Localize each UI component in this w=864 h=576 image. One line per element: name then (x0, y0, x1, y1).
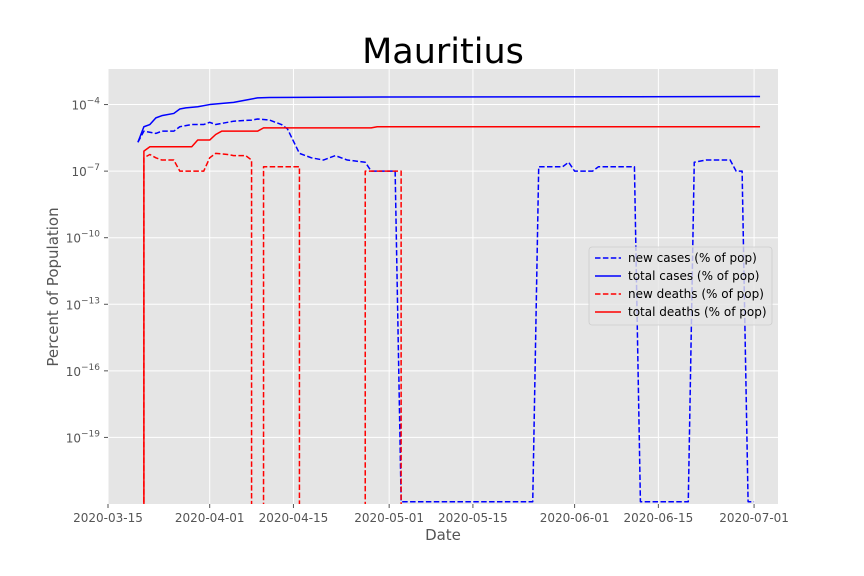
y-tick-base: 10 (71, 99, 86, 113)
x-tick-label: 2020-06-01 (540, 511, 610, 525)
series-line-total-deaths-of-pop (143, 125, 761, 504)
y-tick-base: 10 (66, 232, 81, 246)
series-line-new-deaths-of-pop (143, 152, 402, 504)
y-tick-power: −7 (87, 163, 100, 173)
y-tick-label: 10−13 (66, 296, 100, 312)
legend-label: total cases (% of pop) (628, 269, 759, 283)
y-tick-label: 10−19 (66, 429, 101, 445)
y-tick-power: −10 (81, 230, 100, 240)
series-line-new-cases-of-pop (137, 118, 755, 503)
y-tick-power: −13 (81, 296, 100, 306)
y-tick-power: −19 (81, 429, 100, 439)
legend: new cases (% of pop) total cases (% of po… (588, 246, 773, 326)
x-tick-label: 2020-04-01 (175, 511, 245, 525)
y-tick-base: 10 (71, 165, 86, 179)
y-tick-label: 10−4 (71, 97, 100, 113)
x-axis-title: Date (425, 526, 461, 544)
x-tick-label: 2020-03-15 (73, 511, 143, 525)
legend-label: new deaths (% of pop) (628, 287, 764, 301)
y-tick-label: 10−16 (66, 363, 101, 379)
x-tick-label: 2020-05-15 (438, 511, 508, 525)
y-tick-power: −4 (87, 97, 101, 107)
x-tick-label: 2020-04-15 (259, 511, 329, 525)
y-tick-base: 10 (66, 365, 81, 379)
x-tick-label: 2020-06-15 (623, 511, 693, 525)
y-tick-label: 10−7 (71, 163, 100, 179)
chart-title: Mauritius (362, 32, 524, 72)
series-layer (137, 95, 761, 504)
y-tick-label: 10−10 (66, 230, 101, 246)
legend-box (588, 246, 773, 326)
legend-label: new cases (% of pop) (628, 251, 757, 265)
y-axis-title: Percent of Population (44, 207, 62, 366)
x-tick-label: 2020-05-01 (354, 511, 424, 525)
x-axis: 2020-03-15 2020-04-01 2020-04-15 2020-05-01… (73, 504, 789, 525)
legend-label: total deaths (% of pop) (628, 305, 767, 319)
y-tick-base: 10 (66, 431, 81, 445)
x-tick-label: 2020-07-01 (719, 511, 789, 525)
y-tick-base: 10 (66, 298, 81, 312)
y-tick-power: −16 (81, 363, 100, 373)
series-line-total-cases-of-pop (137, 95, 761, 143)
